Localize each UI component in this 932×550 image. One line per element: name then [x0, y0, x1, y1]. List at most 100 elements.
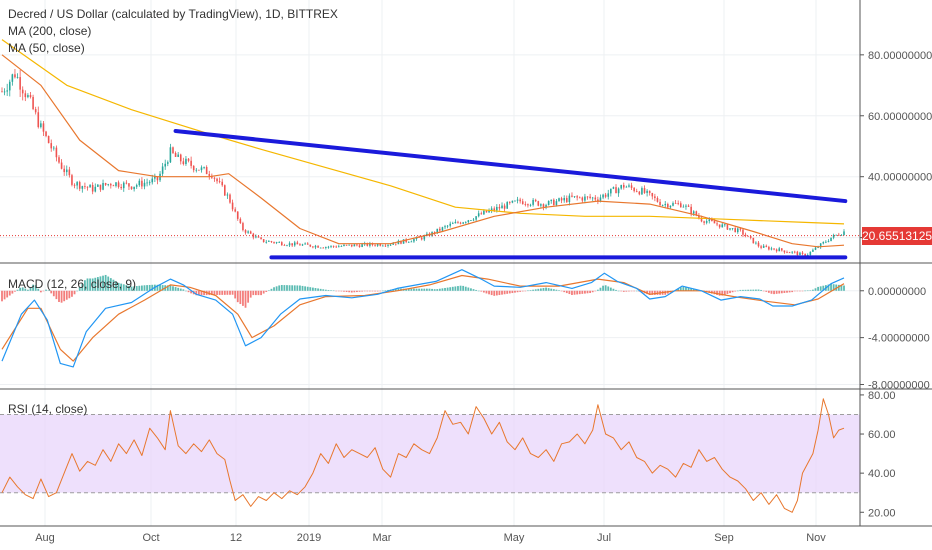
- x-tick-label-8: Nov: [806, 532, 826, 544]
- macd-histogram-bar: [770, 290, 773, 294]
- macd-histogram-bar: [247, 290, 250, 303]
- candle-body: [485, 210, 488, 213]
- macd-histogram-bar: [133, 286, 136, 291]
- candle-body: [296, 242, 299, 245]
- candle-body: [252, 233, 255, 238]
- candle-body: [24, 93, 27, 98]
- macd-histogram-bar: [840, 285, 843, 291]
- candle-body: [633, 187, 635, 192]
- macd-histogram-bar: [374, 290, 376, 292]
- candle-body: [752, 237, 755, 244]
- candle-body: [177, 154, 179, 157]
- candle-body: [822, 242, 825, 244]
- macd-histogram-bar: [6, 290, 9, 298]
- macd-histogram-bar: [159, 284, 161, 291]
- candle-body: [441, 227, 444, 231]
- macd-histogram-bar: [148, 284, 151, 291]
- macd-histogram-bar: [843, 285, 845, 291]
- macd-histogram-bar: [454, 286, 457, 291]
- ma200-legend[interactable]: MA (200, close): [8, 24, 92, 38]
- macd-histogram-bar: [571, 290, 573, 295]
- candle-body: [275, 242, 278, 244]
- candle-body: [345, 244, 348, 246]
- macd-histogram-bar: [482, 290, 485, 293]
- candle-body: [744, 234, 747, 236]
- macd-histogram-bar: [371, 290, 374, 292]
- macd-histogram-bar: [39, 290, 42, 293]
- candle-body: [169, 147, 172, 163]
- candle-body: [765, 245, 768, 247]
- macd-histogram-bar: [319, 288, 322, 291]
- macd-histogram-bar: [125, 285, 128, 291]
- candle-body: [573, 196, 576, 198]
- candle-body: [226, 194, 229, 196]
- macd-histogram-bar: [174, 287, 177, 291]
- candle-body: [462, 222, 464, 224]
- macd-histogram-bar: [462, 285, 465, 291]
- macd-legend[interactable]: MACD (12, 26, close, 9): [8, 276, 136, 293]
- candle-body: [736, 228, 739, 233]
- macd-histogram-bar: [622, 290, 625, 292]
- macd-histogram-bar: [350, 290, 353, 293]
- x-tick-label-7: Sep: [714, 532, 734, 544]
- candle-body: [493, 208, 496, 211]
- macd-histogram-bar: [778, 290, 781, 294]
- macd-histogram-bar: [1, 290, 3, 302]
- candle-body: [708, 219, 711, 222]
- candle-body: [205, 167, 208, 175]
- candle-body: [156, 176, 159, 181]
- candle-body: [387, 244, 389, 246]
- macd-histogram-bar: [475, 289, 478, 291]
- candle-body: [257, 236, 260, 238]
- candle-body: [506, 202, 508, 209]
- candle-body: [534, 199, 537, 202]
- macd-histogram-bar: [734, 290, 737, 292]
- macd-histogram-bar: [773, 290, 775, 295]
- candle-body: [734, 228, 736, 233]
- candle-body: [40, 123, 42, 128]
- macd-histogram-bar: [376, 290, 379, 292]
- candle-body: [270, 241, 273, 243]
- macd-histogram-bar: [490, 290, 493, 296]
- candle-body: [29, 95, 32, 97]
- candle-body: [45, 131, 47, 136]
- macd-histogram-bar: [293, 285, 296, 291]
- macd-histogram-bar: [60, 290, 63, 303]
- trendline-layer[interactable]: [173, 129, 848, 260]
- macd-histogram-bar: [384, 290, 387, 291]
- macd-histogram-bar: [423, 288, 426, 291]
- candle-body: [622, 185, 625, 188]
- macd-histogram-bar: [161, 285, 164, 291]
- candle-body: [244, 230, 247, 233]
- macd-histogram-bar: [179, 288, 182, 291]
- macd-histogram-bar: [547, 288, 550, 291]
- candle-body: [521, 201, 524, 205]
- macd-histogram-bar: [791, 290, 794, 293]
- candle-body: [496, 206, 498, 211]
- macd-histogram-bar: [677, 288, 680, 291]
- candle-body: [148, 182, 151, 184]
- candle-body: [182, 161, 185, 165]
- candle-body: [550, 199, 553, 202]
- candle-body: [55, 147, 58, 158]
- macd-histogram-bar: [545, 287, 547, 291]
- candle-body: [475, 216, 477, 220]
- candle-body: [529, 204, 532, 206]
- ma50-legend[interactable]: MA (50, close): [8, 41, 85, 55]
- macd-histogram-bar: [651, 290, 654, 295]
- macd-histogram-bar: [58, 290, 60, 302]
- rsi-line: [1, 398, 845, 513]
- candle-body: [511, 200, 514, 203]
- candle-body: [599, 197, 602, 201]
- rsi-legend[interactable]: RSI (14, close): [8, 401, 87, 418]
- macd-histogram-bar: [242, 290, 244, 306]
- candle-body: [122, 182, 125, 189]
- macd-histogram-bar: [653, 290, 656, 295]
- macd-histogram-bar: [322, 289, 325, 291]
- macd-histogram-bar: [780, 290, 783, 294]
- candle-body: [288, 243, 291, 246]
- candle-body: [91, 185, 94, 192]
- macd-histogram-bar: [86, 278, 89, 291]
- candle-body: [353, 244, 356, 247]
